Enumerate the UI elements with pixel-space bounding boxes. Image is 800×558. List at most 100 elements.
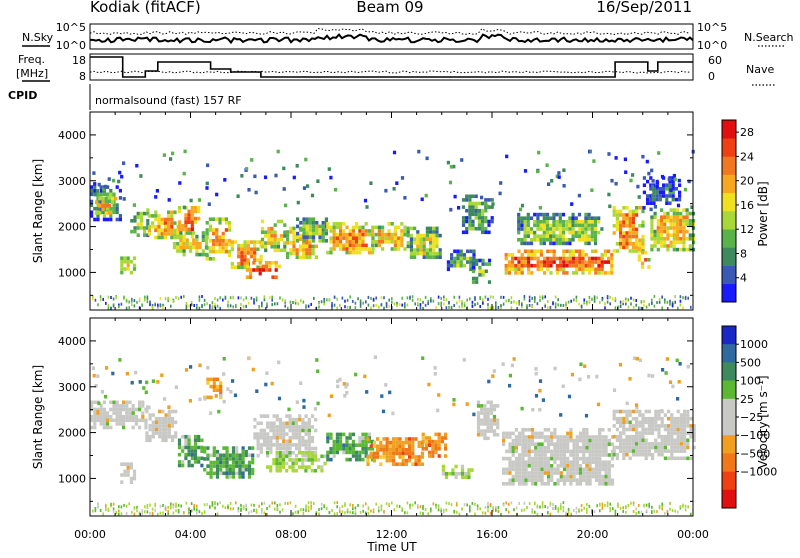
heatmap-cell <box>232 295 234 299</box>
heatmap-cell <box>566 446 570 450</box>
heatmap-cell <box>237 509 240 513</box>
heatmap-cell <box>591 467 595 472</box>
heatmap-cell <box>409 237 413 241</box>
heatmap-cell <box>530 263 534 268</box>
heatmap-cell <box>683 456 687 461</box>
heatmap-cell <box>521 428 525 432</box>
heatmap-cell <box>219 392 223 396</box>
heatmap-cell <box>511 482 515 486</box>
heatmap-cell <box>355 450 359 455</box>
heatmap-cell <box>358 443 362 447</box>
heatmap-cell <box>342 243 346 248</box>
heatmap-cell <box>332 240 336 244</box>
heatmap-cell <box>254 190 258 195</box>
heatmap-cell <box>500 304 502 308</box>
heatmap-cell <box>408 458 412 463</box>
heatmap-cell <box>146 208 150 212</box>
heatmap-cell <box>102 210 106 215</box>
heatmap-cell <box>692 438 696 443</box>
heatmap-cell <box>235 303 237 307</box>
heatmap-cell <box>585 474 589 479</box>
heatmap-cell <box>365 205 369 209</box>
heatmap-cell <box>471 502 474 505</box>
heatmap-cell <box>278 421 283 426</box>
heatmap-cell <box>424 439 428 444</box>
heatmap-cell <box>179 234 183 239</box>
heatmap-cell <box>270 244 274 249</box>
heatmap-cell <box>320 468 324 473</box>
heatmap-cell <box>332 236 336 240</box>
heatmap-cell <box>469 267 473 272</box>
heatmap-cell <box>332 439 336 444</box>
heatmap-cell <box>269 465 273 469</box>
y-tick-label: 3000 <box>58 381 86 394</box>
heatmap-cell <box>282 425 286 429</box>
heatmap-cell <box>94 298 97 302</box>
heatmap-cell <box>274 268 278 272</box>
heatmap-cell <box>433 372 437 376</box>
heatmap-cell <box>651 445 655 450</box>
heatmap-cell <box>336 297 338 301</box>
heatmap-cell <box>622 409 626 414</box>
heatmap-cell <box>534 464 538 468</box>
heatmap-cell <box>364 247 368 251</box>
heatmap-cell <box>385 444 389 448</box>
heatmap-cell <box>601 428 605 432</box>
heatmap-cell <box>200 438 204 443</box>
heatmap-cell <box>280 234 284 238</box>
heatmap-cell <box>295 255 299 259</box>
heatmap-cell <box>584 227 588 231</box>
heatmap-cell <box>429 241 433 245</box>
heatmap-cell <box>606 501 609 505</box>
heatmap-cell <box>324 239 328 243</box>
heatmap-cell <box>672 240 676 245</box>
heatmap-cell <box>365 300 367 304</box>
heatmap-cell <box>587 241 591 246</box>
heatmap-cell <box>622 431 626 435</box>
heatmap-cell <box>336 306 338 310</box>
heatmap-cell <box>675 240 680 245</box>
colorbar-swatch <box>722 156 736 175</box>
heatmap-cell <box>610 256 614 261</box>
heatmap-cell <box>107 211 111 215</box>
heatmap-cell <box>514 474 518 479</box>
heatmap-cell <box>188 245 193 250</box>
heatmap-cell <box>661 368 665 372</box>
heatmap-cell <box>665 357 669 361</box>
heatmap-cell <box>272 458 276 462</box>
heatmap-cell <box>628 409 632 414</box>
heatmap-cell <box>450 503 453 507</box>
heatmap-cell <box>670 416 674 421</box>
heatmap-cell <box>622 220 626 224</box>
heatmap-cell <box>619 424 623 428</box>
heatmap-cell <box>622 206 626 210</box>
heatmap-cell <box>215 384 220 389</box>
heatmap-cell <box>495 306 497 310</box>
heatmap-cell <box>192 238 196 242</box>
heatmap-cell <box>253 254 257 259</box>
heatmap-cell <box>259 428 263 433</box>
heatmap-cell <box>571 260 575 264</box>
heatmap-cell <box>517 212 521 217</box>
heatmap-cell <box>126 473 130 477</box>
y-tick-label: 2000 <box>58 427 86 440</box>
heatmap-cell <box>193 452 198 457</box>
heatmap-cell <box>307 454 311 459</box>
heatmap-cell <box>650 168 654 173</box>
colorbar-swatch <box>722 120 736 139</box>
heatmap-cell <box>600 267 604 272</box>
heatmap-cell <box>675 358 679 363</box>
heatmap-cell <box>664 511 666 515</box>
heatmap-cell <box>291 443 295 447</box>
heatmap-cell <box>483 436 487 441</box>
heatmap-cell <box>657 442 661 446</box>
heatmap-cell <box>466 503 468 507</box>
heatmap-cell <box>582 431 586 436</box>
heatmap-cell <box>657 449 661 453</box>
heatmap-cell <box>675 215 680 219</box>
heatmap-cell <box>99 199 103 204</box>
heatmap-cell <box>533 238 537 242</box>
heatmap-cell <box>274 507 276 511</box>
heatmap-cell <box>149 303 151 307</box>
heatmap-cell <box>253 435 257 440</box>
